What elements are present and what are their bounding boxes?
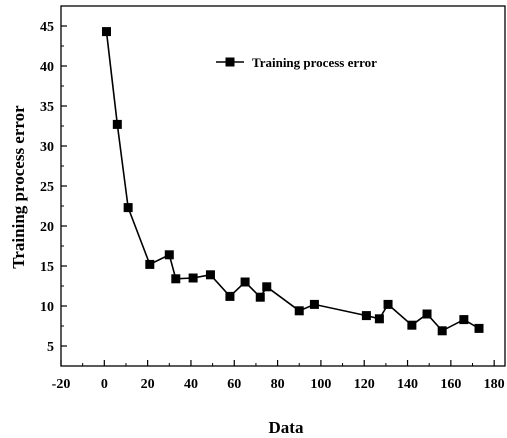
y-tick-label: 40	[40, 60, 54, 75]
series-line	[105, 31, 480, 332]
y-tick-label: 10	[40, 300, 54, 315]
data-point	[225, 291, 235, 301]
x-tick-label: -20	[52, 377, 71, 392]
data-point	[255, 292, 265, 302]
x-tick-label: 100	[310, 377, 331, 392]
x-tick-label: 60	[227, 377, 241, 392]
series	[101, 27, 484, 336]
data-point	[123, 203, 133, 213]
data-point	[383, 299, 393, 309]
y-tick-label: 35	[40, 100, 54, 115]
data-point	[262, 282, 272, 292]
data-point	[459, 315, 469, 325]
y-tick-label: 5	[47, 340, 54, 355]
data-point	[205, 270, 215, 280]
x-axis-label: Data	[269, 418, 304, 437]
x-tick-label: 160	[440, 377, 461, 392]
data-point	[309, 299, 319, 309]
data-point	[374, 314, 384, 324]
y-tick-label: 20	[40, 220, 54, 235]
y-tick-label: 15	[40, 260, 54, 275]
y-tick-label: 45	[40, 20, 54, 35]
x-tick-label: 20	[141, 377, 155, 392]
data-point	[101, 27, 111, 37]
y-axis-label: Training process error	[9, 105, 28, 269]
data-point	[474, 323, 484, 333]
data-point	[112, 119, 122, 129]
y-tick-label: 30	[40, 140, 54, 155]
data-point	[294, 306, 304, 316]
x-tick-label: 40	[184, 377, 198, 392]
x-tick-label: 120	[354, 377, 375, 392]
y-tick-label: 25	[40, 180, 54, 195]
data-point	[145, 259, 155, 269]
data-point	[164, 250, 174, 260]
x-tick-label: 180	[484, 377, 505, 392]
legend-label: Training process error	[252, 55, 377, 70]
x-tick-label: 0	[101, 377, 108, 392]
data-point	[240, 277, 250, 287]
data-point	[361, 311, 371, 321]
data-point	[422, 309, 432, 319]
x-tick-label: 80	[271, 377, 285, 392]
data-point	[188, 273, 198, 283]
legend-marker	[225, 57, 235, 67]
x-tick-label: 140	[397, 377, 418, 392]
ticks: -20 0 20 40 60 80 100 120 140 160 180 5 10 15 20 25 30 35…	[40, 20, 505, 392]
data-point	[437, 326, 447, 336]
data-point	[171, 274, 181, 284]
data-point	[407, 320, 417, 330]
legend: Training process error	[216, 55, 377, 70]
